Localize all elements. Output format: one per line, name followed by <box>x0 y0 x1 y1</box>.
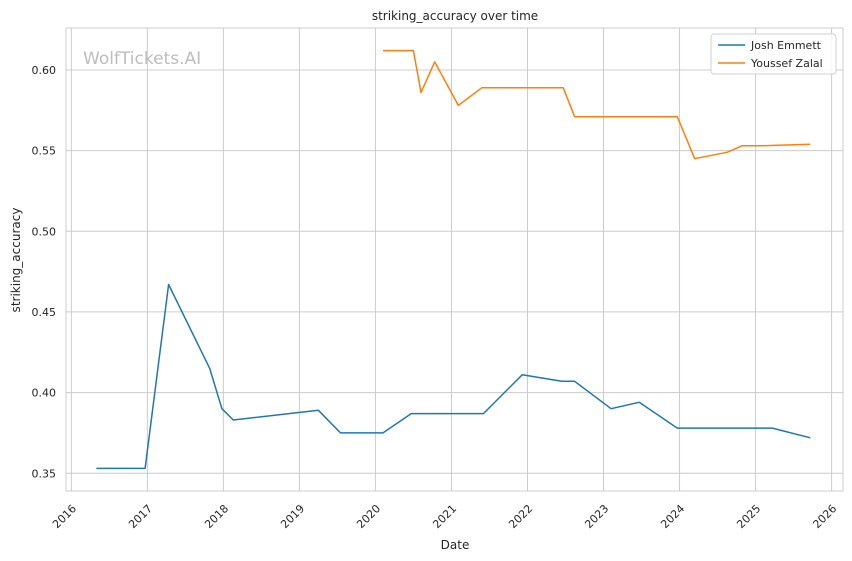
y-tick-label: 0.40 <box>32 387 57 400</box>
series-line-youssef-zalal <box>383 49 811 160</box>
y-tick-label: 0.55 <box>32 145 57 158</box>
y-tick-label: 0.35 <box>32 467 57 480</box>
x-tick-label: 2020 <box>354 502 383 531</box>
x-tick-label: 2023 <box>582 502 611 531</box>
series-layer <box>96 49 811 470</box>
legend-box <box>710 33 837 75</box>
x-tick-label: 2017 <box>126 502 155 531</box>
x-tick-label: 2019 <box>278 502 307 531</box>
x-tick-labels: 2016 2017 2018 2019 2020 2021 2022 2023 2024 2025… <box>50 502 839 531</box>
plot-frame <box>65 27 844 492</box>
series-line-josh-emmett <box>96 283 811 470</box>
x-tick-label: 2025 <box>734 502 763 531</box>
grid <box>66 28 843 491</box>
legend-label-youssef-zalal: Youssef Zalal <box>750 57 823 70</box>
legend: Josh Emmett Youssef Zalal <box>710 33 837 75</box>
y-axis-title: striking_accuracy <box>9 208 23 313</box>
y-tick-labels: 0.35 0.40 0.45 0.50 0.55 0.60 <box>32 64 57 480</box>
y-tick-label: 0.60 <box>32 64 57 77</box>
x-axis-title: Date <box>441 538 470 552</box>
x-tick-label: 2016 <box>50 502 79 531</box>
x-tick-label: 2021 <box>430 502 459 531</box>
watermark: WolfTickets.AI <box>83 49 201 69</box>
x-tick-label: 2018 <box>202 502 231 531</box>
chart-title: striking_accuracy over time <box>372 9 538 23</box>
x-tick-label: 2024 <box>658 502 687 531</box>
legend-label-josh-emmett: Josh Emmett <box>750 39 822 52</box>
y-tick-label: 0.50 <box>32 225 57 238</box>
y-tick-label: 0.45 <box>32 306 57 319</box>
x-tick-label: 2026 <box>810 502 839 531</box>
x-tick-label: 2022 <box>506 502 535 531</box>
